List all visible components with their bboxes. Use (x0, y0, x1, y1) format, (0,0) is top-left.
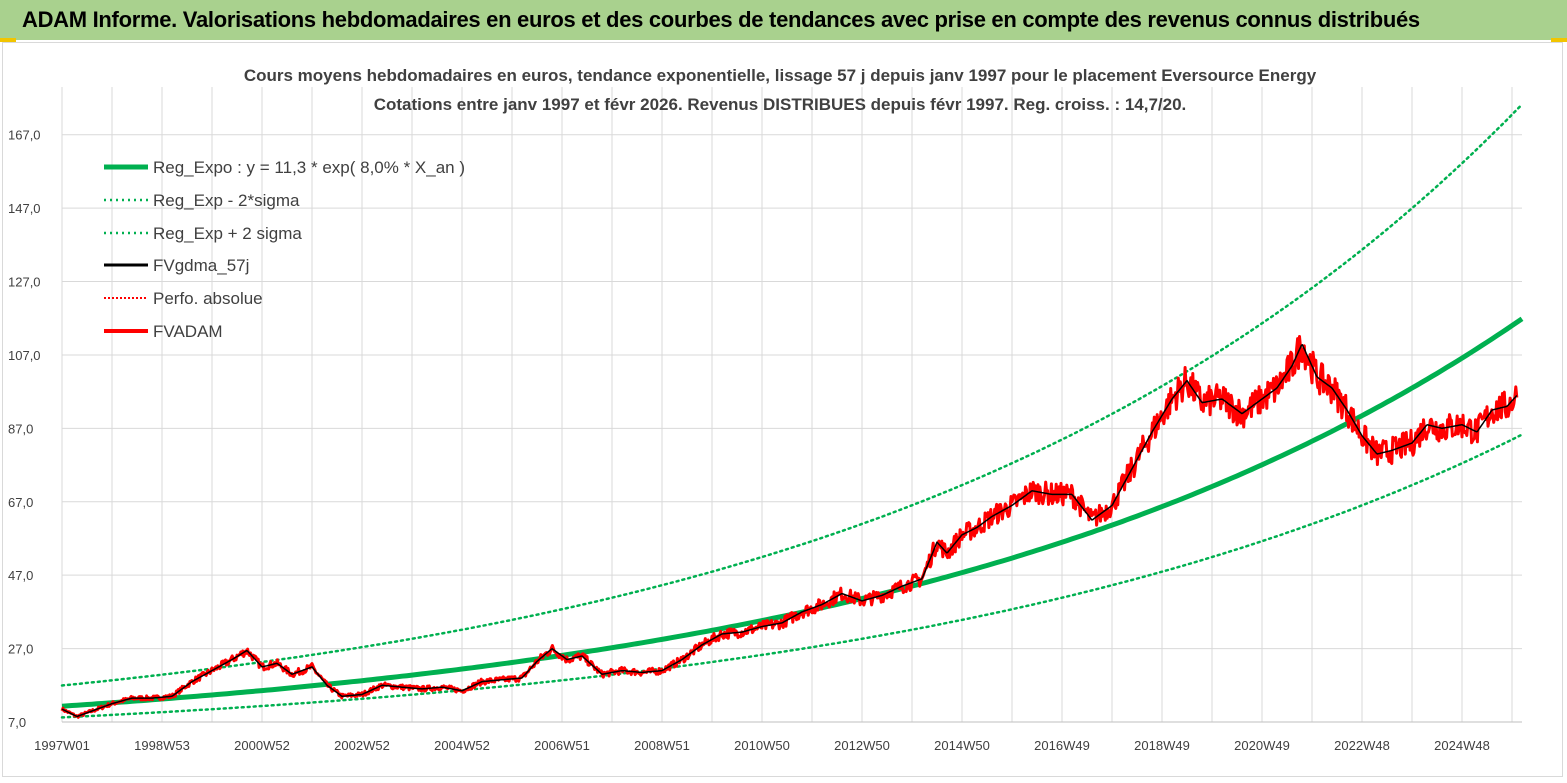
x-tick-label: 2000W52 (234, 738, 290, 753)
legend-label-perfo: Perfo. absolue (153, 289, 263, 308)
x-tick-label: 2022W48 (1334, 738, 1390, 753)
x-tick-label: 2024W48 (1434, 738, 1490, 753)
corner-mark-left (0, 38, 16, 42)
series-fvgdma-57j (61, 344, 1518, 718)
y-tick-label: 167,0 (8, 128, 41, 143)
y-tick-label: 7,0 (8, 715, 26, 730)
legend-label-reg-plus: Reg_Exp + 2 sigma (153, 224, 302, 243)
x-tick-label: 2012W50 (834, 738, 890, 753)
x-tick-label: 2004W52 (434, 738, 490, 753)
y-axis-ticks: 7,0 27,0 47,0 67,0 87,0 107,0 127,0 147,0 167,0 (8, 128, 41, 730)
x-tick-label: 2014W50 (934, 738, 990, 753)
series-layer (60, 103, 1524, 719)
y-tick-label: 127,0 (8, 275, 41, 290)
x-tick-label: 2020W49 (1234, 738, 1290, 753)
series-reg-exp-minus-2sigma (60, 433, 1524, 719)
chart-legend: Reg_Expo : y = 11,3 * exp( 8,0% * X_an )… (104, 158, 465, 341)
x-axis-ticks: 1997W01 1998W53 2000W52 2002W52 2004W52 2006W… (34, 738, 1490, 753)
chart-title-line-2: Cotations entre janv 1997 et févr 2026. … (374, 95, 1187, 114)
x-tick-label: 2010W50 (734, 738, 790, 753)
x-tick-label: 2016W49 (1034, 738, 1090, 753)
chart-title-line-1: Cours moyens hebdomadaires en euros, ten… (244, 66, 1317, 85)
legend-label-fvadam: FVADAM (153, 322, 223, 341)
x-tick-label: 2006W51 (534, 738, 590, 753)
corner-mark-right (1551, 38, 1567, 42)
legend-label-reg-minus: Reg_Exp - 2*sigma (153, 191, 300, 210)
series-fvadam (60, 335, 1519, 719)
legend-label-fvgdma: FVgdma_57j (153, 256, 249, 275)
chart-grid (61, 87, 1522, 723)
y-tick-label: 67,0 (8, 495, 33, 510)
report-title: ADAM Informe. Valorisations hebdomadaire… (22, 7, 1420, 32)
y-tick-label: 47,0 (8, 568, 33, 583)
chart-frame (2, 42, 1563, 777)
report-banner: ADAM Informe. Valorisations hebdomadaire… (0, 0, 1567, 40)
legend-label-reg-expo: Reg_Expo : y = 11,3 * exp( 8,0% * X_an ) (153, 158, 465, 177)
y-tick-label: 27,0 (8, 642, 33, 657)
x-tick-label: 1998W53 (134, 738, 190, 753)
x-tick-label: 2018W49 (1134, 738, 1190, 753)
y-tick-label: 87,0 (8, 421, 33, 436)
series-reg-exp-plus-2sigma (60, 103, 1524, 687)
y-tick-label: 107,0 (8, 348, 41, 363)
x-tick-label: 1997W01 (34, 738, 90, 753)
x-tick-label: 2002W52 (334, 738, 390, 753)
y-tick-label: 147,0 (8, 201, 41, 216)
x-tick-label: 2008W51 (634, 738, 690, 753)
